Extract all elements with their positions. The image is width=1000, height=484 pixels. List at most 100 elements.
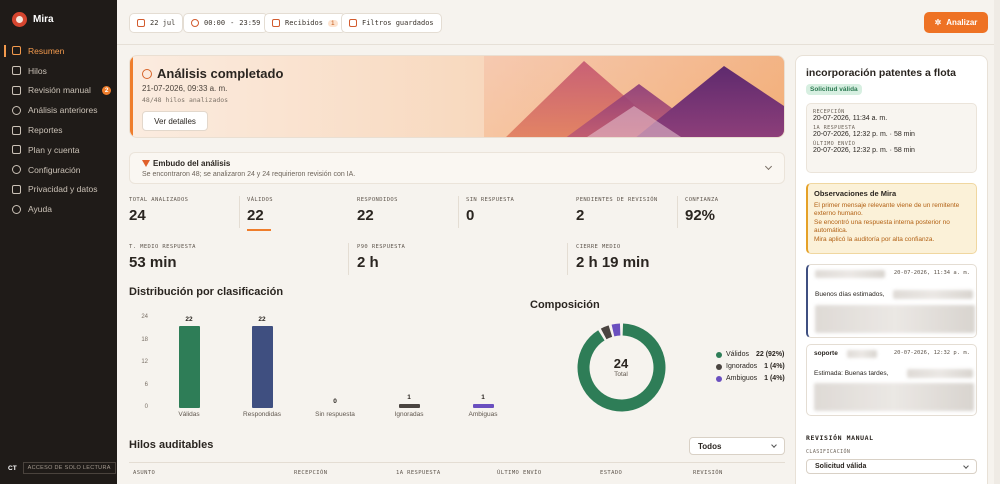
chart-icon (12, 125, 21, 135)
banner-title-text: Análisis completado (157, 66, 284, 81)
analyze-button[interactable]: ✲ Analizar (924, 12, 988, 33)
bar-category-label: Válidas (178, 411, 200, 418)
sidebar-item-ayuda[interactable]: Ayuda (0, 199, 117, 219)
date-picker[interactable]: 22 jul (129, 13, 184, 33)
classification-select[interactable]: Solicitud válida (806, 459, 977, 474)
sidebar-item-privacidad[interactable]: Privacidad y datos (0, 180, 117, 200)
sidebar-item-revision-manual[interactable]: Revisión manual 2 (0, 81, 117, 101)
thread-dates: RECEPCIÓN 20-07-2026, 11:34 a. m. 1A RES… (806, 103, 977, 173)
clipboard-icon (12, 85, 21, 95)
stat-validos[interactable]: VÁLIDOS 22 (247, 197, 273, 224)
bar[interactable] (398, 404, 420, 408)
classification-value: Solicitud válida (815, 463, 867, 470)
stat-tiempo-medio: T. MEDIO RESPUESTA 53 min (129, 244, 196, 271)
sidebar-item-resumen[interactable]: Resumen (0, 41, 117, 61)
stat-pendientes: PENDIENTES DE REVISIÓN 2 (576, 197, 658, 224)
message-date: 20-07-2026, 12:32 p. m. (893, 350, 970, 356)
card-icon (12, 145, 21, 155)
threads-icon (12, 66, 21, 76)
sidebar-item-hilos[interactable]: Hilos (0, 61, 117, 81)
bar-value-label: 1 (481, 394, 485, 402)
column-header-ultimo-envio[interactable]: ÚLTIMO ENVÍO (497, 470, 542, 476)
y-tick-label: 6 (144, 381, 148, 388)
date-key: 1A RESPUESTA (813, 125, 856, 131)
stat-respondidos: RESPONDIDOS 22 (357, 197, 398, 224)
column-header-recepcion[interactable]: RECEPCIÓN (294, 470, 328, 476)
sidebar-item-plan-y-cuenta[interactable]: Plan y cuenta (0, 140, 117, 160)
legend-dot (716, 351, 722, 358)
legend-item-validos: Válidos 22 (92%) (716, 351, 784, 358)
funnel-description: Se encontraron 48; se analizaron 24 y 24… (142, 171, 356, 178)
donut-slice[interactable] (600, 325, 613, 340)
sidebar-item-configuracion[interactable]: Configuración (0, 160, 117, 180)
time-separator: - (230, 19, 235, 27)
sidebar-item-label: Resumen (28, 45, 65, 56)
redacted-text (815, 305, 975, 333)
analysis-funnel[interactable]: Embudo del análisis Se encontraron 48; s… (129, 152, 785, 184)
stat-value: 92% (685, 207, 716, 224)
column-header-revision[interactable]: REVISIÓN (693, 470, 723, 476)
stat-label: PENDIENTES DE REVISIÓN (576, 197, 658, 203)
message-card[interactable]: soporte 20-07-2026, 12:32 p. m. Estimada… (806, 344, 977, 416)
time-range-picker[interactable]: 00:00 - 23:59 (183, 13, 269, 33)
y-tick-label: 18 (141, 336, 148, 343)
redacted-sender (815, 270, 885, 278)
sidebar-item-analisis-anteriores[interactable]: Análisis anteriores (0, 100, 117, 120)
sidebar-item-reportes[interactable]: Reportes (0, 120, 117, 140)
stat-label: SIN RESPUESTA (466, 197, 515, 203)
analysis-complete-banner: Análisis completado 21-07-2026, 09:33 a.… (129, 55, 785, 138)
message-card[interactable]: 20-07-2026, 11:34 a. m. Buenos días esti… (806, 264, 977, 338)
divider (567, 243, 568, 275)
tag-icon (272, 19, 280, 27)
chevron-down-icon[interactable] (764, 162, 773, 171)
distribution-title: Distribución por clasificación (129, 286, 284, 298)
stat-value: 53 min (129, 254, 177, 271)
sidebar-item-label: Hilos (28, 65, 47, 76)
brand[interactable]: Mira (0, 0, 117, 37)
threads-filter-value: Todos (698, 441, 722, 451)
shield-icon (12, 184, 21, 194)
sparkle-icon: ✲ (934, 18, 942, 27)
column-header-1a-respuesta[interactable]: 1A RESPUESTA (396, 470, 441, 476)
column-header-estado[interactable]: ESTADO (600, 470, 623, 476)
observations-title: Observaciones de Mira (814, 189, 897, 198)
sidebar-item-label: Reportes (28, 125, 63, 136)
threads-filter-select[interactable]: Todos (689, 437, 785, 455)
column-header-asunto[interactable]: ASUNTO (133, 470, 156, 476)
date-key: RECEPCIÓN (813, 109, 845, 115)
saved-filters-button[interactable]: Filtros guardados (341, 13, 442, 33)
page-scrollbar[interactable] (994, 0, 1000, 484)
user-initials[interactable]: CT (8, 464, 17, 472)
legend-value: 22 (92%) (755, 351, 785, 358)
history-icon (12, 105, 21, 115)
bar[interactable] (472, 404, 494, 408)
sidebar-item-label: Ayuda (28, 204, 52, 215)
manual-review-title: REVISIÓN MANUAL (806, 434, 874, 442)
legend-value: 1 (4%) (764, 375, 785, 382)
stat-value: 2 (576, 207, 585, 224)
classification-label: CLASIFICACIÓN (806, 449, 851, 455)
stat-p90: P90 RESPUESTA 2 h (357, 244, 405, 271)
sidebar-item-label: Revisión manual (28, 85, 91, 96)
clock-icon (191, 19, 199, 27)
bar-category-label: Respondidas (243, 411, 281, 418)
sidebar-footer: CT ACCESO DE SOLO LECTURA (8, 462, 116, 474)
count-badge: 2 (101, 85, 112, 95)
bookmark-icon (349, 19, 357, 27)
legend-value: 1 (4%) (764, 363, 785, 370)
bar[interactable] (251, 325, 273, 408)
calendar-icon (137, 19, 145, 27)
divider (458, 196, 459, 228)
bar-value-label: 22 (185, 315, 193, 323)
view-details-button[interactable]: Ver detalles (142, 111, 208, 131)
donut-slice[interactable] (611, 323, 621, 337)
saved-filters-label: Filtros guardados (362, 19, 434, 27)
message-date: 20-07-2026, 11:34 a. m. (893, 270, 970, 276)
bar[interactable] (178, 325, 200, 408)
legend-label: Ignorados (726, 363, 758, 370)
stat-value: 2 h 19 min (576, 254, 650, 271)
composition-donut-chart (577, 323, 666, 412)
time-from: 00:00 (204, 19, 226, 27)
composition-title: Composición (530, 299, 600, 311)
folder-filter[interactable]: Recibidos 1 (264, 13, 346, 33)
